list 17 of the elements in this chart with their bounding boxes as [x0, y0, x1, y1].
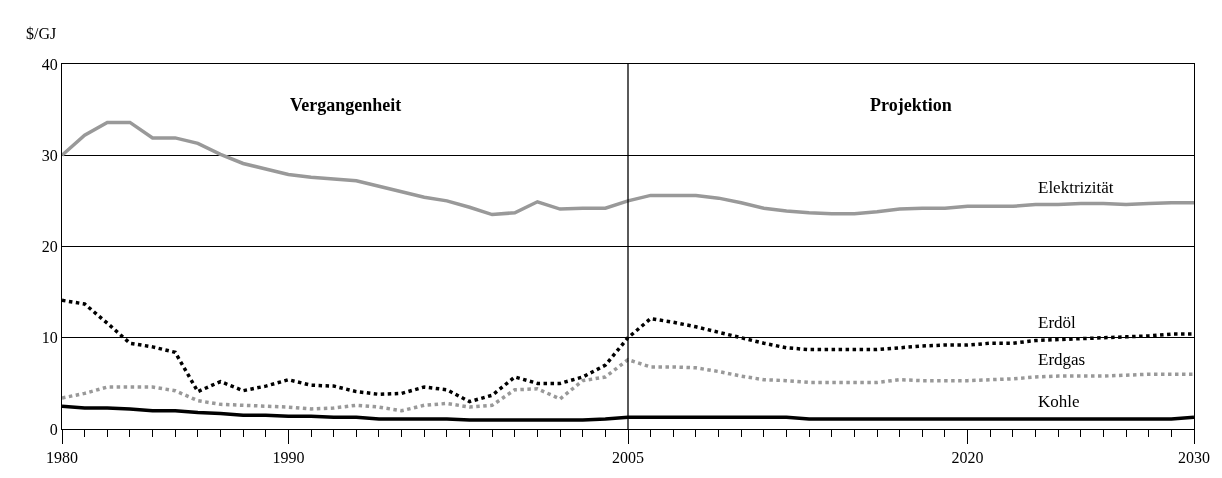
x-tick-label: 1990	[272, 449, 305, 467]
x-tick-label: 2020	[951, 449, 984, 467]
x-tick-label: 2030	[1178, 449, 1210, 467]
series-label: Elektrizität	[1038, 178, 1114, 197]
annotation: Projektion	[870, 95, 952, 115]
y-tick-label: 20	[41, 238, 58, 256]
series-label: Erdöl	[1038, 313, 1077, 332]
y-tick-label: 0	[49, 420, 58, 438]
annotation: Vergangenheit	[290, 95, 402, 115]
series-label: Kohle	[1038, 392, 1080, 411]
x-tick-label: 1980	[46, 449, 78, 467]
y-axis-title: $/GJ	[26, 25, 57, 42]
x-tick-label: 2005	[612, 449, 644, 467]
y-tick-label: 30	[41, 146, 58, 164]
y-tick-label: 10	[41, 329, 58, 347]
series-label: Erdgas	[1038, 350, 1086, 369]
y-tick-label: 40	[41, 55, 58, 73]
